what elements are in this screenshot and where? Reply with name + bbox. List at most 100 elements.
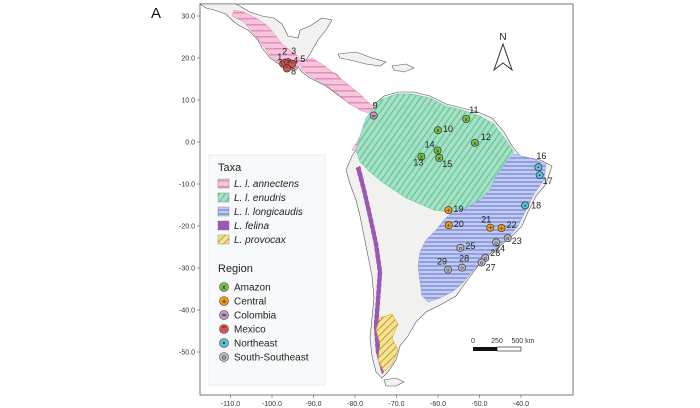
site-label-18: 18: [531, 200, 541, 210]
site-label-23: 23: [512, 236, 522, 246]
y-tick-label: -20.0: [179, 224, 195, 231]
site-symbol-20: +: [446, 223, 451, 229]
north-label: N: [499, 32, 506, 43]
sampling-sites: ^1^2^3^4^5^8=9x10x11x12x13x14x15•16•17•1…: [277, 46, 552, 273]
hispaniola-land: [391, 63, 415, 73]
site-marker-24: [492, 238, 501, 247]
legend-marker-amazon: [219, 282, 229, 292]
panel-label: A: [151, 5, 161, 22]
y-tick-label: 20.0: [181, 56, 195, 63]
site-symbol-26: o: [484, 256, 488, 262]
legend-symbol-northeast: •: [222, 340, 226, 348]
site-symbol-11: x: [465, 117, 469, 123]
legend-swatch-longicaudis: [217, 206, 230, 217]
north-arrow: N: [492, 32, 514, 72]
site-symbol-14: x: [436, 148, 440, 154]
y-tick-label: -40.0: [179, 308, 195, 315]
range-provocax: [375, 313, 399, 373]
legend-region-title: Region: [218, 263, 253, 275]
site-label-28: 28: [459, 254, 469, 264]
cuba-land: [337, 51, 387, 67]
site-marker-8: [282, 64, 291, 73]
site-marker-18: [521, 201, 530, 210]
site-marker-10: [434, 126, 442, 135]
site-marker-13: [417, 152, 426, 161]
site-marker-16: [534, 163, 543, 172]
site-label-17: 17: [543, 176, 553, 186]
site-label-20: 20: [454, 219, 464, 229]
site-marker-27: [477, 258, 486, 267]
site-label-26: 26: [490, 248, 500, 258]
x-tick-label: -60.0: [430, 401, 446, 408]
site-symbol-16: •: [537, 165, 540, 171]
legend-marker-northeast: [219, 338, 229, 348]
site-marker-23: [503, 234, 512, 243]
scale-label-500: 500 km: [512, 338, 535, 345]
legend-taxon-longicaudis: L. l. longicaudis: [234, 207, 303, 218]
y-tick-label: 0.0: [185, 140, 195, 147]
site-symbol-29: o: [446, 268, 450, 274]
legend-symbol-southsoutheast: o: [222, 354, 226, 362]
site-marker-17: [535, 171, 544, 180]
site-symbol-25: o: [459, 246, 463, 252]
site-symbol-13: x: [420, 155, 424, 161]
x-tick-label: -90.0: [306, 401, 322, 408]
site-marker-22: [497, 224, 506, 233]
tierra-del-fuego-land: [383, 377, 405, 387]
site-symbol-19: +: [446, 208, 451, 214]
site-label-15: 15: [442, 159, 452, 169]
site-label-29: 29: [437, 257, 447, 267]
range-annectens-mexico: [231, 9, 305, 69]
site-symbol-10: x: [436, 128, 440, 134]
site-label-5: 5: [300, 54, 305, 64]
site-marker-25: [456, 243, 465, 252]
scale-bar: 0 250 500 km: [471, 338, 535, 352]
site-marker-14: [433, 146, 442, 155]
site-marker-21: [486, 223, 495, 232]
legend-taxon-enudris: L. l. enudris: [234, 193, 286, 204]
y-tick-label: 10.0: [181, 98, 195, 105]
site-marker-11: [462, 114, 471, 123]
legend-marker-colombia: [219, 310, 229, 320]
north-arrow-icon: [492, 42, 514, 72]
x-tick-label: -110.0: [221, 401, 240, 408]
site-symbol-17: •: [538, 173, 541, 179]
site-symbol-9: =: [371, 114, 376, 120]
legend-marker-mexico: [219, 324, 229, 334]
site-marker-20: [444, 221, 453, 230]
site-label-1: 1: [277, 52, 282, 62]
site-label-25: 25: [465, 241, 475, 251]
site-symbol-18: •: [524, 203, 527, 209]
legend-region-southsoutheast: South-Southeast: [234, 353, 309, 364]
x-tick-label: -80.0: [347, 401, 363, 408]
site-symbol-27: o: [480, 261, 484, 267]
site-label-13: 13: [413, 158, 423, 168]
site-symbol-8: ^: [285, 67, 290, 73]
legend-swatch-felina: [217, 220, 230, 231]
site-label-27: 27: [486, 263, 496, 273]
legend-taxa-list: L. l. annectens L. l. enudris L. l. longic…: [217, 178, 303, 246]
legend-region-amazon: Amazon: [234, 283, 271, 294]
site-marker-5: [288, 59, 297, 68]
legend-symbol-colombia: =: [221, 312, 227, 320]
x-tick-label: -50.0: [472, 401, 488, 408]
site-label-2: 2: [282, 47, 287, 57]
y-tick-label: -50.0: [179, 350, 195, 357]
site-marker-15: [435, 154, 444, 162]
site-label-10: 10: [443, 124, 453, 134]
legend-marker-southsoutheast: [219, 352, 229, 362]
legend-region-colombia: Colombia: [234, 311, 277, 322]
y-axis-ticks: 30.0 20.0 10.0 0.0 -10.0 -20.0 -30.0 -40.0 -50.0: [179, 14, 200, 357]
x-tick-label: -100.0: [262, 401, 282, 408]
site-symbol-22: +: [499, 226, 504, 232]
site-marker-12: [470, 138, 479, 147]
legend-swatch-annectens: [217, 178, 230, 189]
legend-region-northeast: Northeast: [234, 339, 278, 350]
site-label-3: 3: [291, 46, 296, 56]
site-marker-28: [458, 263, 467, 272]
site-label-14: 14: [425, 139, 435, 149]
site-label-22: 22: [506, 220, 516, 230]
site-label-21: 21: [481, 215, 491, 225]
site-label-9: 9: [373, 101, 378, 111]
